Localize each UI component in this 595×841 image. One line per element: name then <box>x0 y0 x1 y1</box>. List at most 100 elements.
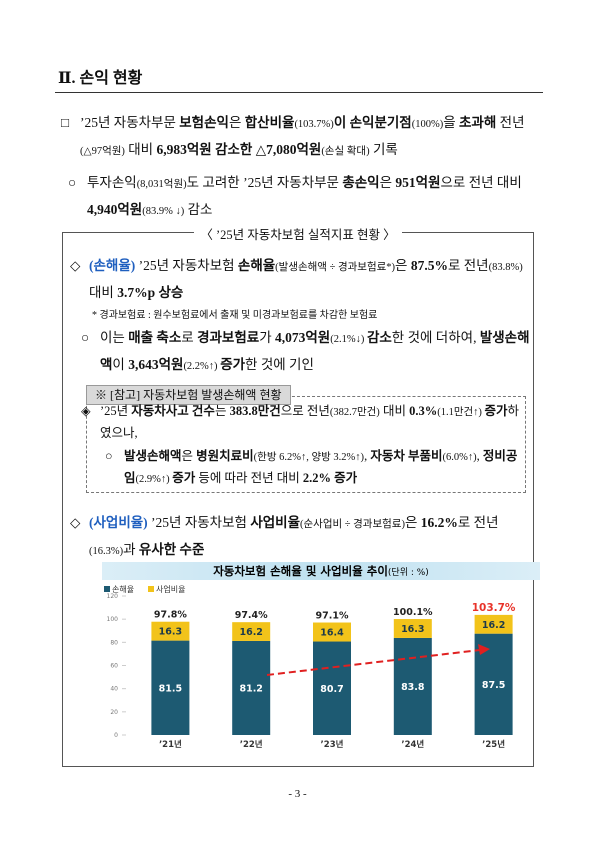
bar-segment <box>151 621 190 641</box>
bar-segment <box>393 637 432 735</box>
text-run: 이 <box>112 357 129 372</box>
text-run: 합산비율 <box>244 115 295 130</box>
y-tick-label: 40 <box>110 686 118 693</box>
bar-segment <box>313 622 351 642</box>
bullet: ○ <box>81 330 90 345</box>
legend-label: 손해율 <box>112 584 134 594</box>
bar-segment <box>313 641 351 735</box>
value-label: 80.7 <box>320 684 343 695</box>
text-run: 초과해 <box>459 115 497 130</box>
total-label: 97.1% <box>316 611 349 622</box>
y-tick-label: 20 <box>110 709 118 716</box>
y-tick-label: 80 <box>110 639 118 646</box>
reference-title: ※ [참고] 자동차보험 발생손해액 현황 <box>86 385 291 405</box>
text-run: 손익분기점 <box>349 115 412 130</box>
y-tick-label: 0 <box>114 732 118 739</box>
paragraph: ◇ (손해율) ’25년 자동차보험 손해율(발생손해액 ÷ 경과보험료*)은 8… <box>70 253 529 305</box>
paragraph: ◇ (사업비율) ’25년 자동차보험 사업비율(순사업비 ÷ 경과보험료)은 1… <box>70 510 531 564</box>
footer: - 3 - <box>288 788 307 800</box>
text-run: 으로 전년 <box>280 404 330 418</box>
bullet: □ <box>61 115 70 130</box>
text-run: 383.8만건 <box>229 404 281 418</box>
text-run: 사업비율 <box>250 515 300 530</box>
text-run: (사업비율) <box>89 515 148 530</box>
bar-segment <box>393 619 432 638</box>
value-label: 83.8 <box>401 682 425 693</box>
text-run: 을 <box>443 115 460 130</box>
text-run: 6,983억원 감소한 △7,080억원 <box>156 142 322 157</box>
bar-segment <box>232 640 271 735</box>
text-run: (손해율) <box>89 258 136 273</box>
text-run: 총손익 <box>342 175 380 190</box>
text-run: , <box>364 449 371 463</box>
legend-swatch <box>104 586 110 592</box>
text-run: 은 <box>404 515 421 530</box>
text-run: 은 <box>379 175 396 190</box>
text-run: (382.7만건) <box>329 407 380 418</box>
text-run: 2.2% 증가 <box>302 471 358 485</box>
text-run: ’25년 자동차보험 <box>135 258 238 273</box>
text-run: (103.7%) <box>294 119 334 130</box>
text-run: (100%) <box>411 119 444 130</box>
text-run: (2.2%↑) <box>183 361 221 372</box>
legend-label: 사업비율 <box>156 585 185 594</box>
y-tick-label: 60 <box>110 663 118 670</box>
heading: Ⅱ. 손익 현황 <box>58 70 143 87</box>
text-run: (손실 확대) <box>321 146 370 157</box>
text-run: 자동차 부품비 <box>370 449 443 463</box>
text-run: 전년 <box>496 115 525 130</box>
text-run: ’25년 자동차보험 <box>147 515 251 530</box>
text-run: 한 것에 기인 <box>245 357 314 372</box>
text-run: ’25년 <box>100 404 132 418</box>
text-run: 4,940억원 <box>87 202 143 217</box>
text-run: 로 전년 <box>447 258 489 273</box>
text-run: (8,031억원) <box>136 179 187 190</box>
paragraph: ○ 이는 매출 축소로 경과보험료가 4,073억원(2.1%↓) 감소한 것에 … <box>81 325 530 379</box>
text-run: (2.9%↑) <box>135 474 173 485</box>
text-run: 보험손익 <box>179 115 229 130</box>
text-run: 대비 <box>379 404 410 418</box>
text-run: 등에 따라 전년 대비 <box>195 471 303 485</box>
x-tick-label: ’23년 <box>321 739 344 750</box>
total-label: 103.7% <box>472 602 516 614</box>
bar-segment <box>232 622 271 641</box>
trend-arrowhead <box>478 644 490 655</box>
text-run: (6.0%↑) <box>442 452 477 463</box>
text-run: 감소 <box>366 330 392 345</box>
y-tick-label: 120 <box>107 593 119 600</box>
y-tick-label: 100 <box>107 616 119 623</box>
text-run: 0.3% <box>409 404 438 418</box>
note: * 경과보험료 : 원수보험료에서 출재 및 미경과보험료를 차감한 보험료 <box>92 310 378 321</box>
bullet: ◈ <box>81 404 91 418</box>
bullet: ◇ <box>70 515 81 530</box>
text-run: 과 <box>123 542 139 557</box>
text-run: 도 고려한 ’25년 자동차부문 <box>186 175 343 190</box>
text-run: 는 <box>214 404 230 418</box>
text-run: 이는 <box>100 330 129 345</box>
chart-title-wrap: 자동차보험 손해율 및 사업비율 추이(단위 : %) <box>213 564 429 578</box>
text-run: 증가 <box>484 404 508 418</box>
bar-segment <box>474 614 513 634</box>
x-tick-label: ’25년 <box>482 739 505 750</box>
text-run: 4,073억원 <box>274 330 331 345</box>
text-run: 증가 <box>220 357 246 372</box>
bullet: ◇ <box>70 258 81 273</box>
text-run: 유사한 수준 <box>138 542 205 557</box>
paragraph: □ ’25년 자동차부문 보험손익은 합산비율(103.7%)이 손익분기점(10… <box>61 110 542 164</box>
text-run: (한방 6.2%↑, 양방 3.2%↑) <box>253 452 365 463</box>
text-run: 손해율 <box>237 258 276 273</box>
x-tick-label: ’21년 <box>159 739 182 750</box>
x-tick-label: ’24년 <box>401 739 424 750</box>
value-label: 87.5 <box>482 680 505 691</box>
text-run: (발생손해액 ÷ 경과보험료*) <box>275 262 396 273</box>
text-run: 은 <box>395 258 411 273</box>
text-run: 병원치료비 <box>196 449 254 463</box>
text-run: 매출 축소 <box>128 330 182 345</box>
value-label: 16.3 <box>159 627 182 638</box>
chart-title-bar <box>102 562 540 580</box>
chart-unit: (단위 : %) <box>388 567 429 578</box>
text-run: 투자손익 <box>87 175 137 190</box>
text-run: 가 <box>259 330 275 345</box>
x-tick-label: ’22년 <box>240 739 263 750</box>
text-run: (83.9% ↓) <box>142 206 185 217</box>
